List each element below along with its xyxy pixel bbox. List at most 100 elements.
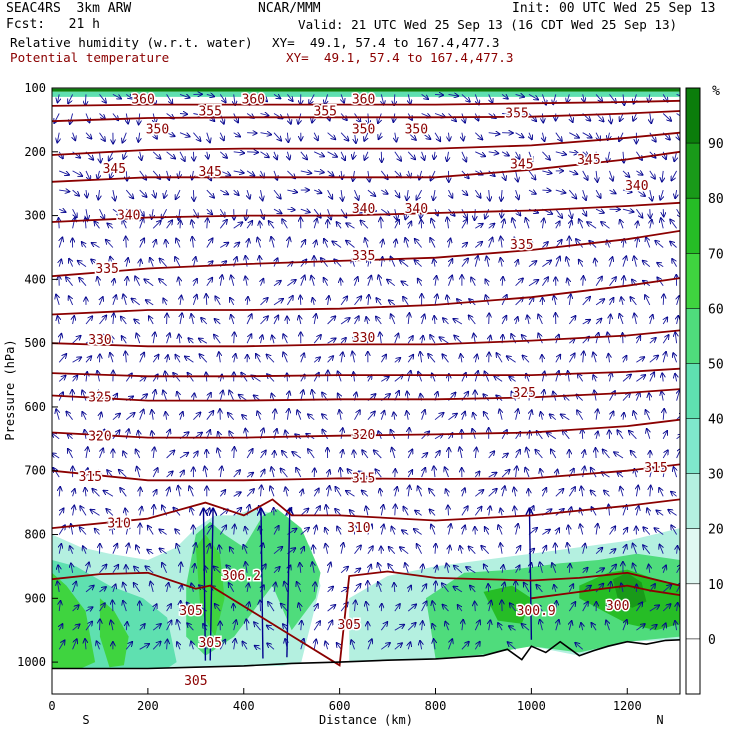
wind-vector-560: [296, 468, 302, 478]
wind-vector-926: [453, 587, 463, 593]
wind-vector-294: [176, 544, 180, 554]
theta-label-36: 300.9: [517, 604, 556, 619]
wind-vector-11: [56, 295, 59, 306]
theta-label-21: 330: [352, 331, 375, 346]
wind-vector-330: [206, 94, 214, 96]
wind-vector-206: [134, 583, 141, 593]
wind-vector-817: [421, 220, 422, 229]
wind-vector-681: [346, 491, 355, 497]
wind-vector-552: [299, 316, 301, 325]
init-time: Init: 00 UTC Wed 25 Sep 13: [512, 1, 716, 16]
wind-vector-548: [300, 240, 306, 248]
wind-vector-788: [405, 238, 408, 248]
wind-vector-346: [206, 393, 211, 401]
wind-vector-423: [247, 152, 258, 153]
wind-vector-365: [220, 189, 228, 194]
wind-vector-851: [435, 294, 437, 305]
field1-xy: XY= 49.1, 57.4 to 167.4,477.3: [272, 35, 500, 50]
wind-vector-746: [378, 582, 382, 593]
wind-vector-651: [335, 487, 342, 497]
wind-vector-254: [167, 355, 168, 363]
wind-vector-614: [327, 356, 334, 363]
wind-vector-45: [72, 376, 78, 382]
wind-vector-298: [177, 620, 180, 631]
wind-vector-65: [86, 190, 87, 197]
wind-vector-267: [166, 604, 172, 612]
wind-vector-1026: [514, 237, 515, 248]
wind-vector-238: [152, 624, 161, 631]
wind-vector-618: [322, 430, 328, 440]
wind-vector-6: [59, 209, 65, 212]
wind-vector-745: [378, 563, 382, 573]
wind-vector-574: [314, 171, 324, 173]
wind-vector-125: [113, 190, 115, 201]
wind-vector-970: [485, 279, 488, 286]
wind-vector-620: [328, 470, 330, 478]
theta-label-28: 315: [644, 461, 667, 476]
wind-vector-415: [226, 565, 235, 574]
wind-vector-831: [418, 486, 423, 497]
wind-vector-1023: [516, 189, 519, 199]
wind-vector-1021: [516, 151, 520, 159]
theta-label-31: 306.2: [222, 569, 261, 584]
wind-vector-18: [52, 433, 60, 440]
wind-vector-671: [354, 296, 362, 306]
wind-vector-119: [97, 641, 100, 650]
wind-vector-485: [273, 189, 281, 199]
wind-vector-402: [231, 315, 234, 325]
wind-vector-487: [269, 221, 275, 229]
theta-label-8: 350: [405, 122, 428, 137]
wind-vector-1009: [501, 470, 510, 478]
wind-vector-667: [346, 223, 355, 229]
wind-vector-493: [272, 335, 274, 344]
wind-vector-641: [340, 296, 347, 306]
wind-vector-570: [309, 94, 315, 104]
wind-vector-190: [135, 276, 141, 286]
wind-vector-210: [153, 94, 155, 104]
wind-vector-923: [462, 525, 465, 535]
wind-vector-163: [122, 336, 127, 344]
wind-vector-393: [233, 152, 245, 153]
wind-vector-7: [59, 218, 60, 229]
wind-vector-987: [489, 601, 492, 612]
wind-vector-347: [206, 411, 214, 420]
wind-vector-994: [501, 190, 502, 201]
wind-vector-852: [434, 316, 435, 325]
wind-vector-133: [111, 336, 113, 344]
wind-vector-253: [167, 333, 170, 344]
rh-region-10: [483, 585, 532, 624]
wind-vector-1020: [515, 132, 524, 138]
wind-vector-563: [300, 528, 309, 535]
colorbar-label-8: 10: [708, 578, 724, 593]
wind-vector-25: [58, 565, 59, 573]
wind-vector-653: [337, 527, 341, 535]
wind-vector-666: [354, 209, 362, 212]
wind-vector-146: [113, 584, 116, 593]
wind-vector-337: [207, 218, 208, 229]
wind-vectors: [52, 94, 680, 661]
wind-vector-160: [126, 277, 127, 286]
wind-vector-117: [99, 603, 105, 612]
wind-vector-420: [247, 94, 250, 105]
theta-label-17: 335: [95, 262, 118, 277]
theta-label-12: 345: [577, 153, 600, 168]
wind-vector-663: [353, 151, 355, 159]
wind-vector-261: [167, 487, 170, 497]
wind-vector-1069: [528, 489, 529, 497]
wind-vector-670: [355, 277, 358, 286]
wind-vector-801: [408, 486, 409, 497]
rh-region-11: [52, 88, 680, 92]
wind-vector-461: [260, 298, 268, 306]
wind-vector-531: [285, 487, 287, 497]
x-end-left-label: S: [82, 713, 89, 727]
wind-vector-98: [92, 243, 100, 248]
wind-vector-70: [79, 278, 87, 286]
wind-vector-838: [422, 621, 423, 631]
wind-vector-336: [206, 208, 212, 214]
wind-vector-27: [59, 601, 60, 612]
wind-vector-962: [488, 133, 500, 134]
wind-vector-2: [57, 132, 59, 143]
wind-vector-156: [126, 209, 133, 213]
wind-vector-335: [206, 189, 214, 198]
wind-vector-696: [367, 209, 376, 211]
